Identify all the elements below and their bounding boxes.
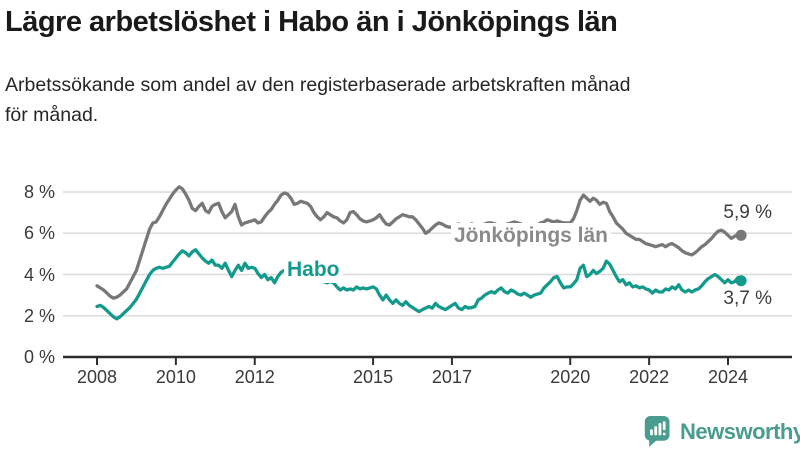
x-tick-label: 2017 (431, 367, 472, 387)
y-tick-label: 0 % (23, 347, 55, 367)
series-label-jonkopings-lan: Jönköpings län (451, 223, 612, 249)
x-tick-label: 2015 (353, 367, 394, 387)
x-tick-label: 2012 (234, 367, 275, 387)
series-line-1 (95, 248, 743, 321)
series-end-dot-0 (735, 229, 747, 241)
x-tick-label: 2024 (707, 367, 749, 387)
series-label-habo: Habo (284, 257, 343, 283)
series-line-0 (95, 185, 743, 300)
y-tick-label: 2 % (23, 305, 55, 326)
x-tick-label: 2020 (550, 367, 591, 387)
brand-name: Newsworthy (680, 418, 800, 444)
chart-subtitle: Arbetssökande som andel av den registerb… (5, 74, 631, 127)
y-tick-label: 6 % (23, 223, 55, 244)
end-value-habo: 3,7 % (723, 288, 772, 309)
x-tick-label: 2022 (629, 367, 670, 387)
newsworthy-logo-icon (643, 414, 673, 448)
series-end-dot-1 (735, 275, 747, 287)
newsworthy-logo: Newsworthy (643, 414, 800, 448)
y-tick-label: 4 % (23, 264, 55, 285)
page-title: Lägre arbetslöshet i Habo än i Jönköping… (5, 6, 618, 38)
x-tick-label: 2010 (155, 367, 196, 387)
x-tick-label: 2008 (76, 367, 118, 387)
end-value-jonkopings-lan: 5,9 % (723, 202, 772, 223)
y-tick-label: 8 % (23, 182, 55, 202)
